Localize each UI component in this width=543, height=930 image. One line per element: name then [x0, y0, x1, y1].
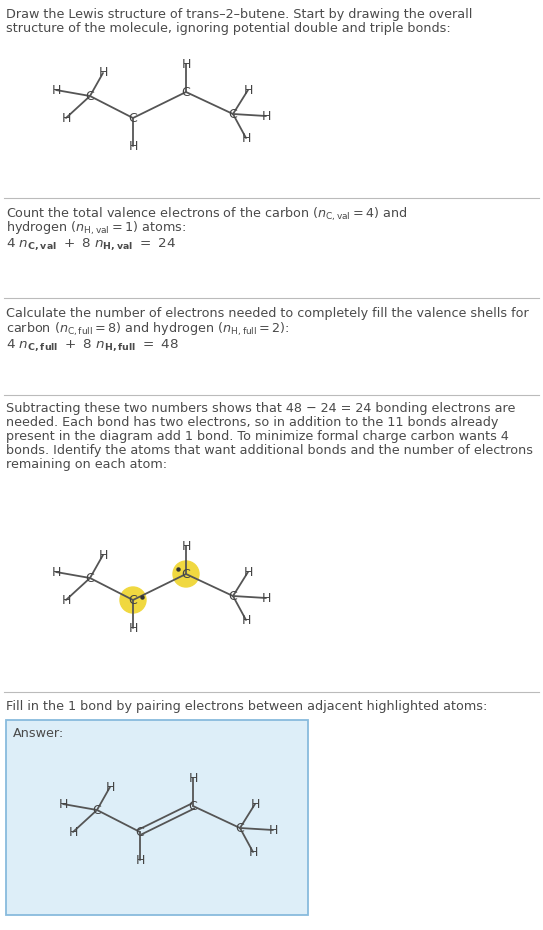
Text: C: C [86, 572, 94, 584]
Text: H: H [243, 84, 252, 97]
Text: Subtracting these two numbers shows that 48 − 24 = 24 bonding electrons are: Subtracting these two numbers shows that… [6, 402, 515, 415]
Text: remaining on each atom:: remaining on each atom: [6, 458, 167, 471]
Text: C: C [136, 826, 144, 839]
Text: C: C [93, 804, 102, 817]
Text: H: H [135, 854, 144, 867]
Text: C: C [229, 590, 237, 603]
Text: H: H [243, 565, 252, 578]
Text: structure of the molecule, ignoring potential double and triple bonds:: structure of the molecule, ignoring pote… [6, 22, 451, 35]
Text: needed. Each bond has two electrons, so in addition to the 11 bonds already: needed. Each bond has two electrons, so … [6, 416, 498, 429]
Text: C: C [229, 108, 237, 121]
Text: H: H [188, 772, 198, 785]
Text: H: H [98, 67, 108, 79]
Text: H: H [241, 131, 251, 144]
Text: C: C [181, 567, 191, 580]
Text: Fill in the 1 bond by pairing electrons between adjacent highlighted atoms:: Fill in the 1 bond by pairing electrons … [6, 700, 488, 713]
Text: present in the diagram add 1 bond. To minimize formal charge carbon wants 4: present in the diagram add 1 bond. To mi… [6, 430, 509, 443]
Text: Count the total valence electrons of the carbon ($n_\mathregular{C,val} = 4$) an: Count the total valence electrons of the… [6, 206, 407, 223]
Text: C: C [129, 593, 137, 606]
Text: H: H [61, 593, 71, 606]
Text: H: H [58, 798, 68, 811]
Text: H: H [261, 110, 271, 123]
Text: Calculate the number of electrons needed to completely fill the valence shells f: Calculate the number of electrons needed… [6, 307, 529, 320]
Text: H: H [261, 591, 271, 604]
Text: H: H [68, 826, 78, 839]
Text: C: C [181, 86, 191, 99]
Text: C: C [188, 800, 197, 813]
Text: H: H [105, 780, 115, 793]
Circle shape [120, 587, 146, 613]
Text: C: C [129, 112, 137, 125]
Text: C: C [86, 89, 94, 102]
Text: bonds. Identify the atoms that want additional bonds and the number of electrons: bonds. Identify the atoms that want addi… [6, 444, 533, 457]
Text: Answer:: Answer: [13, 727, 64, 740]
Text: H: H [61, 112, 71, 125]
FancyBboxPatch shape [6, 720, 308, 915]
Text: carbon ($n_\mathregular{C,full} = 8$) and hydrogen ($n_\mathregular{H,full} = 2$: carbon ($n_\mathregular{C,full} = 8$) an… [6, 321, 290, 339]
Text: H: H [248, 845, 258, 858]
Text: H: H [268, 823, 277, 836]
Text: hydrogen ($n_\mathregular{H,val} = 1$) atoms:: hydrogen ($n_\mathregular{H,val} = 1$) a… [6, 220, 186, 237]
Text: H: H [98, 549, 108, 562]
Text: H: H [241, 614, 251, 627]
Text: H: H [181, 539, 191, 552]
Circle shape [173, 561, 199, 587]
Text: Draw the Lewis structure of trans–2–butene. Start by drawing the overall: Draw the Lewis structure of trans–2–bute… [6, 8, 472, 21]
Text: H: H [51, 84, 61, 97]
Text: H: H [51, 565, 61, 578]
Text: H: H [128, 621, 138, 634]
Text: H: H [181, 58, 191, 71]
Text: H: H [128, 140, 138, 153]
Text: $4\ n_\mathregular{C,val}\ +\ 8\ n_\mathregular{H,val}\ =\ 24$: $4\ n_\mathregular{C,val}\ +\ 8\ n_\math… [6, 236, 176, 252]
Text: H: H [250, 798, 260, 811]
Text: $4\ n_\mathregular{C,full}\ +\ 8\ n_\mathregular{H,full}\ =\ 48$: $4\ n_\mathregular{C,full}\ +\ 8\ n_\mat… [6, 337, 179, 352]
Text: C: C [236, 821, 244, 834]
